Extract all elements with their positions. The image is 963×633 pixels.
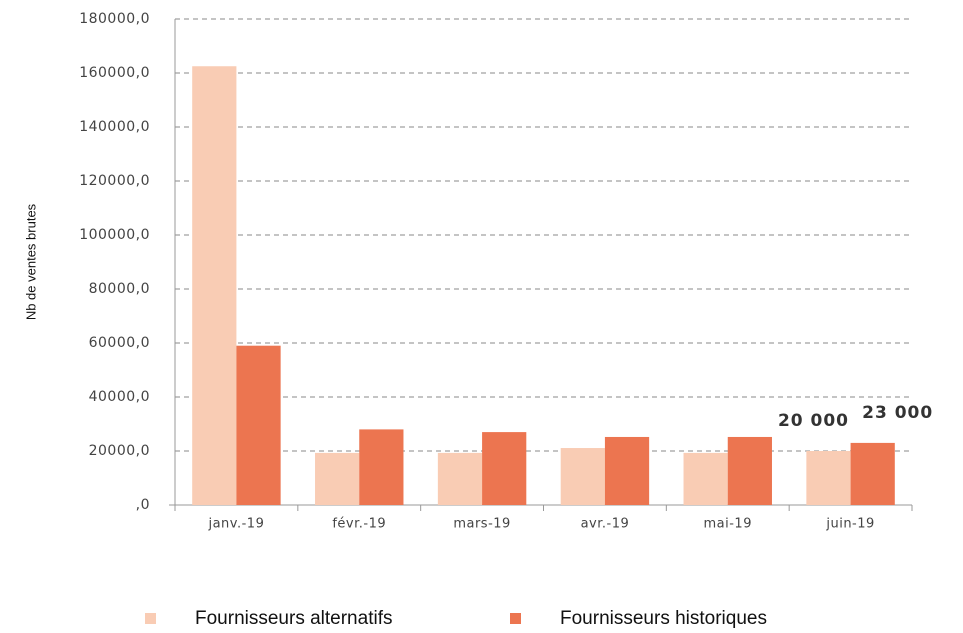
x-tick-label: avr.-19 <box>581 517 630 532</box>
y-tick-label: 80000,0 <box>89 281 150 297</box>
bar <box>560 448 605 505</box>
legend-label: Fournisseurs alternatifs <box>195 608 392 629</box>
bar <box>482 432 527 505</box>
y-tick-label: 140000,0 <box>79 119 150 135</box>
x-tick-label: mars-19 <box>453 517 510 532</box>
value-label: 20 000 <box>778 411 849 431</box>
bar <box>315 452 360 505</box>
legend-swatch <box>145 613 156 624</box>
y-tick-label: 60000,0 <box>89 335 150 351</box>
y-tick-label: 180000,0 <box>79 11 150 27</box>
bar <box>437 452 483 505</box>
y-tick-label: ,0 <box>136 497 150 513</box>
y-tick-label: 160000,0 <box>79 65 150 81</box>
bar <box>604 436 650 505</box>
bar <box>359 429 404 505</box>
legend-label: Fournisseurs historiques <box>560 608 767 629</box>
y-tick-label: 20000,0 <box>89 443 150 459</box>
x-tick-label: juin-19 <box>825 517 874 532</box>
y-tick-label: 40000,0 <box>89 389 150 405</box>
bar <box>236 345 281 505</box>
legend-swatch <box>510 613 521 624</box>
y-tick-label: 100000,0 <box>79 227 150 243</box>
bar <box>683 452 728 505</box>
x-tick-label: janv.-19 <box>207 517 264 532</box>
x-tick-label: févr.-19 <box>332 517 386 532</box>
x-tick-label: mai-19 <box>704 517 752 532</box>
y-tick-label: 120000,0 <box>79 173 150 189</box>
bar <box>850 442 895 505</box>
bar <box>727 436 772 505</box>
value-label: 23 000 <box>862 403 933 423</box>
y-axis-label: Nb de ventes brutes <box>23 203 38 320</box>
bar <box>806 451 851 505</box>
bar <box>192 66 237 505</box>
